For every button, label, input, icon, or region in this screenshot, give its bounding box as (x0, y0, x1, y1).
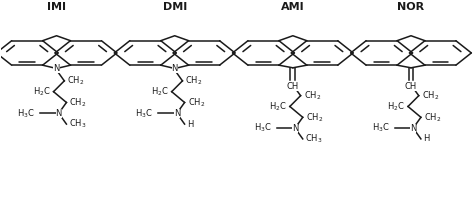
Text: CH$_2$: CH$_2$ (67, 75, 85, 87)
Text: H$_2$C: H$_2$C (151, 85, 169, 98)
Text: N: N (55, 109, 62, 118)
Text: CH$_2$: CH$_2$ (424, 111, 441, 124)
Text: CH$_2$: CH$_2$ (188, 96, 205, 109)
Text: CH$_2$: CH$_2$ (303, 89, 321, 102)
Text: CH$_3$: CH$_3$ (305, 133, 322, 145)
Text: N: N (410, 124, 416, 133)
Text: CH: CH (287, 82, 299, 91)
Text: H$_3$C: H$_3$C (372, 122, 390, 134)
Text: CH$_3$: CH$_3$ (69, 118, 86, 130)
Text: H: H (423, 134, 429, 143)
Text: IMI: IMI (47, 2, 66, 12)
Text: H$_3$C: H$_3$C (17, 107, 35, 120)
Text: H$_3$C: H$_3$C (254, 122, 272, 134)
Text: CH$_2$: CH$_2$ (306, 111, 323, 124)
Text: NOR: NOR (397, 2, 425, 12)
Text: CH$_2$: CH$_2$ (185, 75, 203, 87)
Text: H$_2$C: H$_2$C (269, 100, 287, 113)
Text: AMI: AMI (281, 2, 305, 12)
Text: H$_3$C: H$_3$C (136, 107, 153, 120)
Text: CH$_2$: CH$_2$ (422, 89, 439, 102)
Text: CH$_2$: CH$_2$ (69, 96, 87, 109)
Text: N: N (292, 124, 298, 133)
Text: CH: CH (405, 82, 417, 91)
Text: N: N (54, 64, 60, 73)
Text: H: H (187, 120, 193, 129)
Text: N: N (173, 109, 180, 118)
Text: H$_2$C: H$_2$C (33, 85, 51, 98)
Text: H$_2$C: H$_2$C (387, 100, 405, 113)
Text: N: N (172, 64, 178, 73)
Text: DMI: DMI (163, 2, 187, 12)
